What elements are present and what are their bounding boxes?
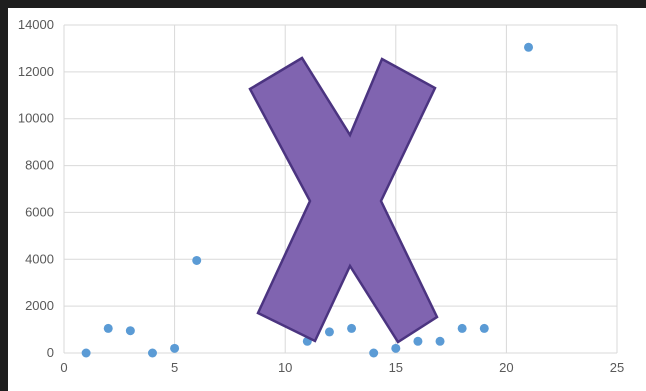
- y-axis-ticks: 0 2000 4000 6000 8000 10000 12000 14000: [18, 17, 54, 360]
- data-point: [391, 343, 401, 353]
- data-point: [125, 326, 135, 336]
- y-tick-label: 10000: [18, 111, 54, 126]
- data-point: [369, 348, 379, 358]
- y-tick-label: 0: [47, 345, 54, 360]
- data-point: [147, 348, 157, 358]
- x-tick-label: 0: [60, 360, 67, 375]
- x-tick-label: 15: [389, 360, 403, 375]
- y-tick-label: 2000: [25, 298, 54, 313]
- y-tick-label: 14000: [18, 17, 54, 32]
- x-axis-ticks: 0 5 10 15 20 25: [60, 360, 624, 375]
- data-point: [347, 323, 357, 333]
- chart-frame: 0 5 10 15 20 25 0 2000 4000 6000 8000 10000 12000 14…: [8, 8, 646, 391]
- data-point: [192, 255, 202, 265]
- data-point: [479, 323, 489, 333]
- data-point: [457, 323, 467, 333]
- x-tick-label: 25: [610, 360, 624, 375]
- data-point: [413, 336, 423, 346]
- data-point: [170, 343, 180, 353]
- x-mark-overlay: [248, 56, 439, 344]
- data-series: [81, 42, 534, 358]
- y-tick-label: 12000: [18, 64, 54, 79]
- y-tick-label: 8000: [25, 158, 54, 173]
- data-point: [324, 327, 334, 337]
- data-point: [435, 336, 445, 346]
- scatter-chart: 0 5 10 15 20 25 0 2000 4000 6000 8000 10000 12000 14…: [18, 17, 624, 375]
- data-point: [524, 42, 534, 52]
- y-tick-label: 4000: [25, 251, 54, 266]
- data-point: [103, 323, 113, 333]
- x-tick-label: 10: [278, 360, 292, 375]
- data-point: [81, 348, 91, 358]
- x-tick-label: 20: [499, 360, 513, 375]
- x-tick-label: 5: [171, 360, 178, 375]
- y-tick-label: 6000: [25, 204, 54, 219]
